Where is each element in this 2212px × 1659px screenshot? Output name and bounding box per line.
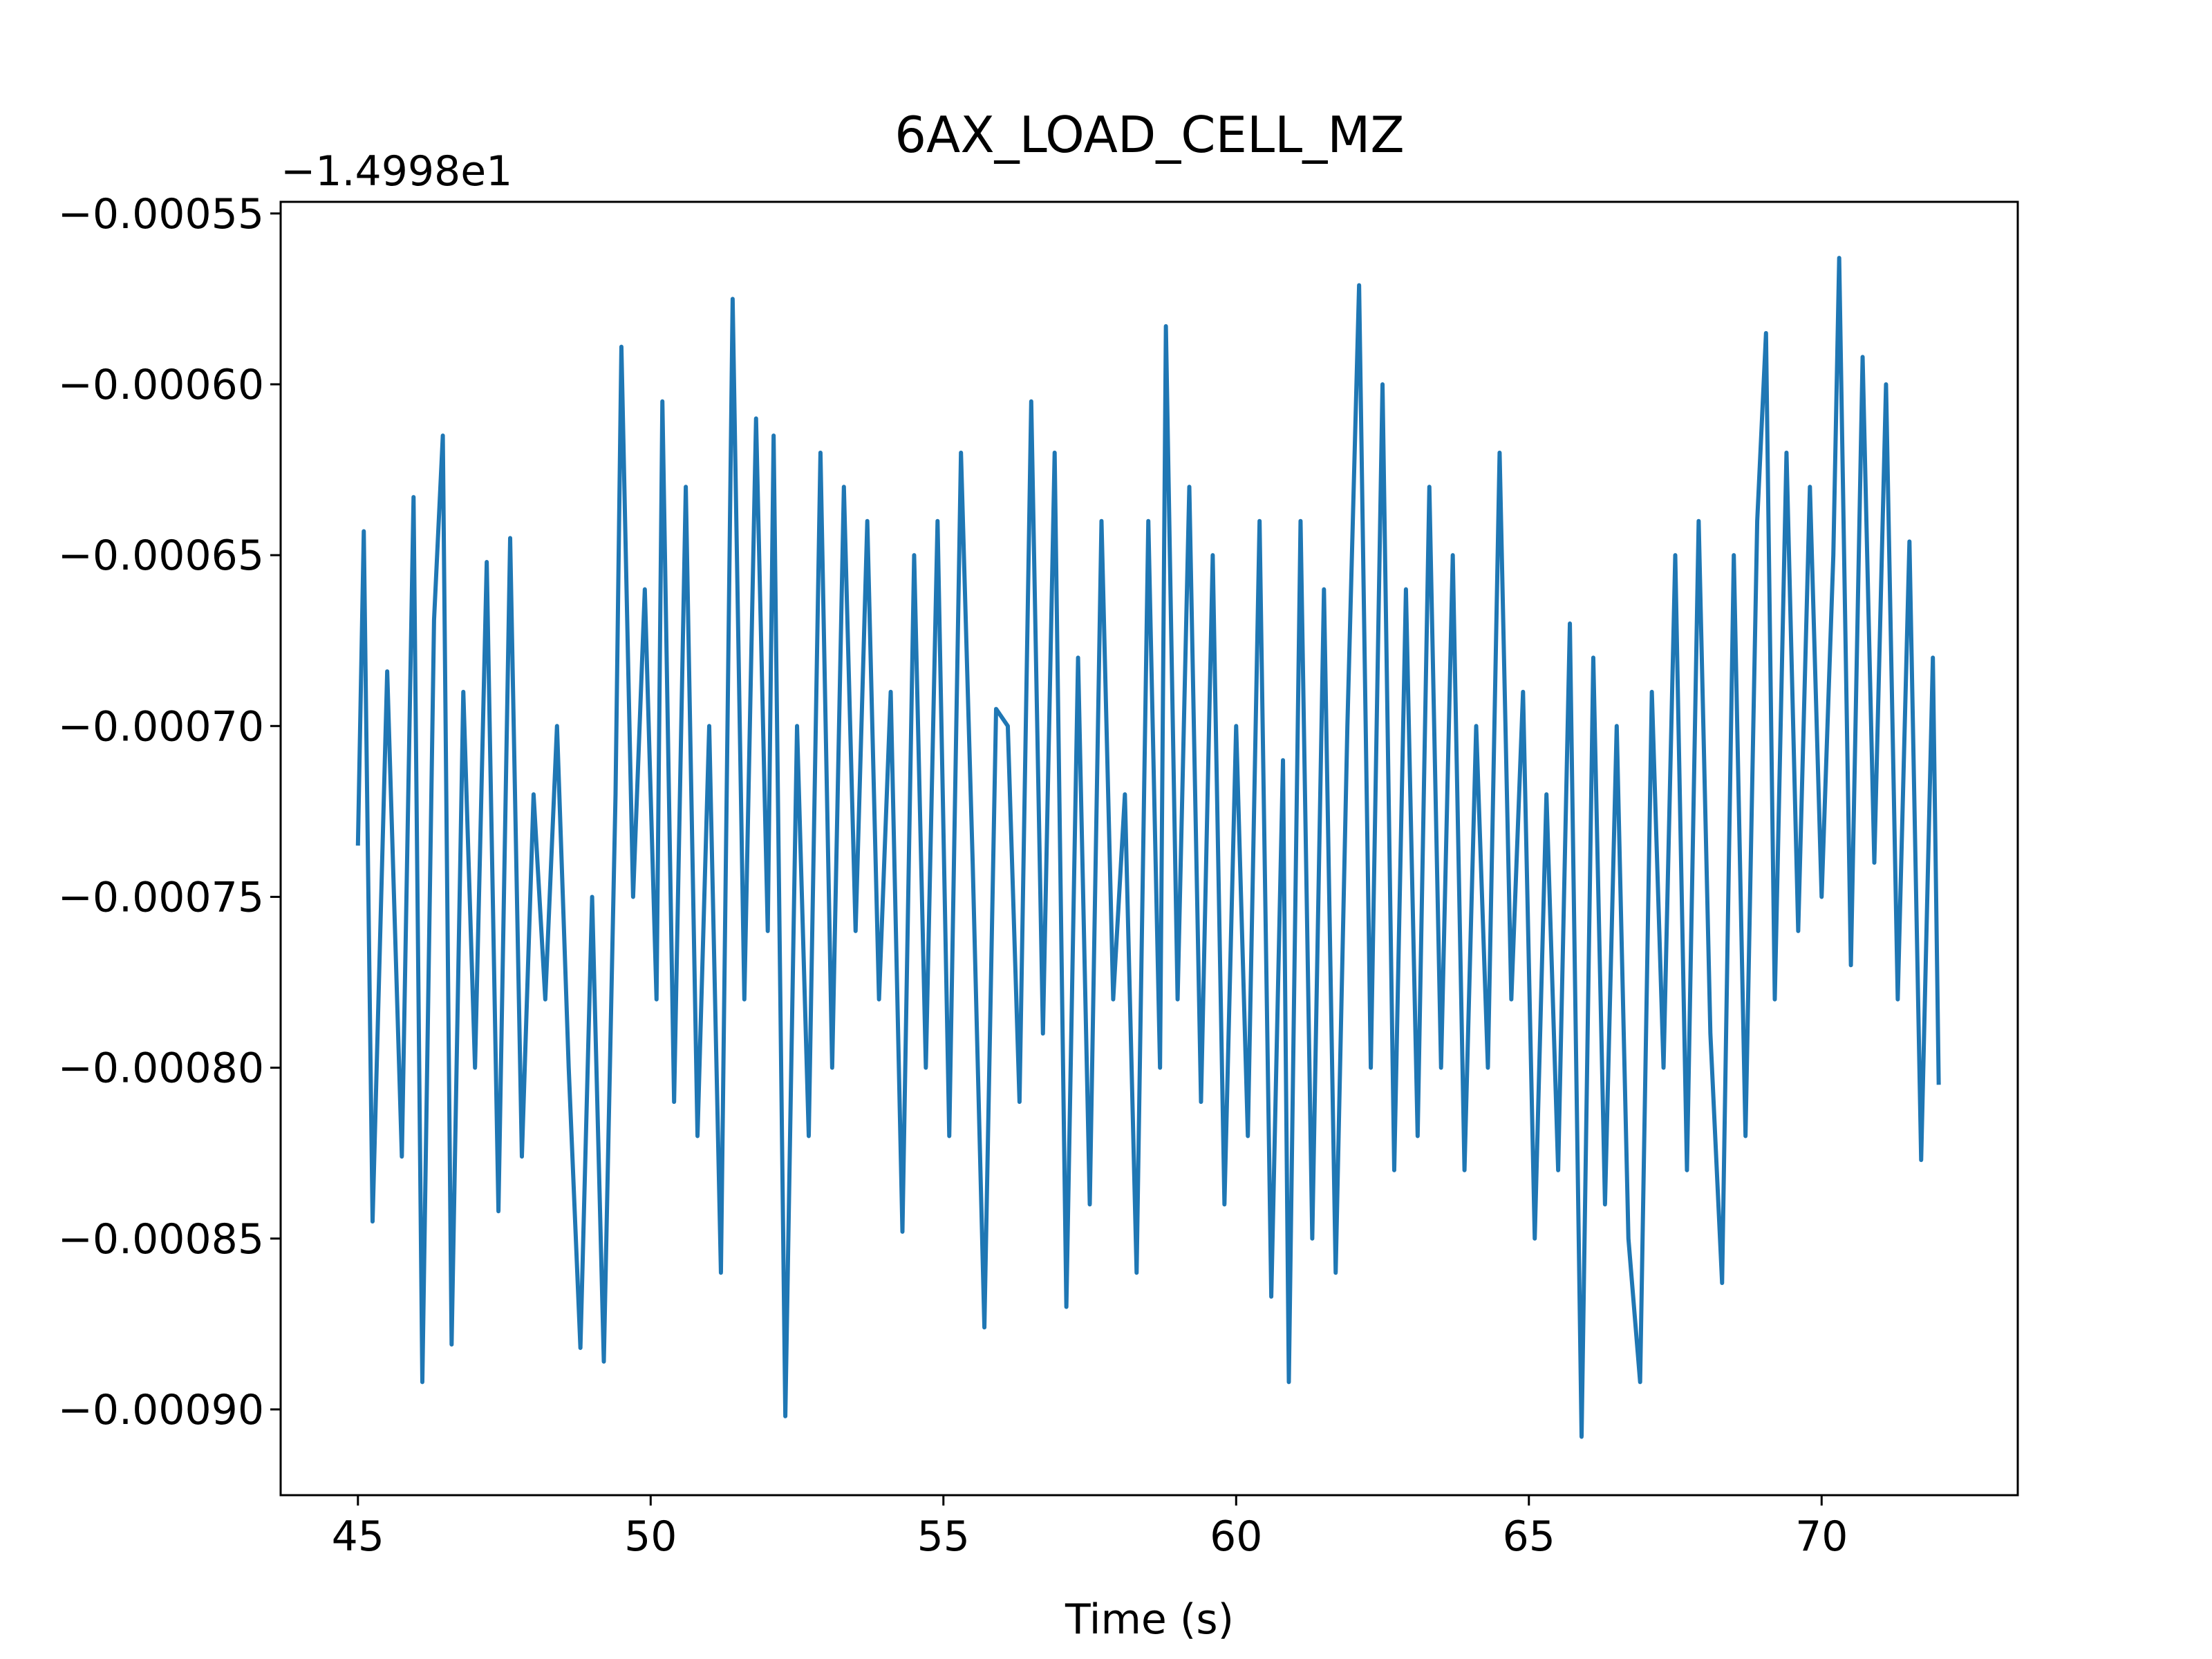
x-tick-label: 65 (1503, 1512, 1555, 1561)
plot-area (355, 256, 1941, 1439)
x-tick-label: 60 (1210, 1512, 1262, 1561)
axes-frame (279, 200, 2019, 1497)
y-offset-label: −1.4998e1 (281, 147, 512, 196)
y-tick-label: −0.00070 (58, 702, 264, 751)
x-tick-label: 50 (624, 1512, 677, 1561)
y-tick-label: −0.00080 (58, 1044, 264, 1093)
y-tick-label: −0.00055 (58, 190, 264, 238)
y-tick-label: −0.00060 (58, 361, 264, 409)
y-tick-label: −0.00065 (58, 532, 264, 580)
x-tick-label: 45 (332, 1512, 384, 1561)
chart-title: 6AX_LOAD_CELL_MZ (894, 106, 1404, 164)
x-tick-label: 55 (917, 1512, 970, 1561)
data-line (355, 256, 1941, 1439)
y-tick-label: −0.00090 (58, 1386, 264, 1434)
y-tick-label: −0.00075 (58, 873, 264, 921)
x-tick-label: 70 (1795, 1512, 1848, 1561)
x-axis-label: Time (s) (1065, 1595, 1234, 1644)
y-tick-label: −0.00085 (58, 1215, 264, 1264)
